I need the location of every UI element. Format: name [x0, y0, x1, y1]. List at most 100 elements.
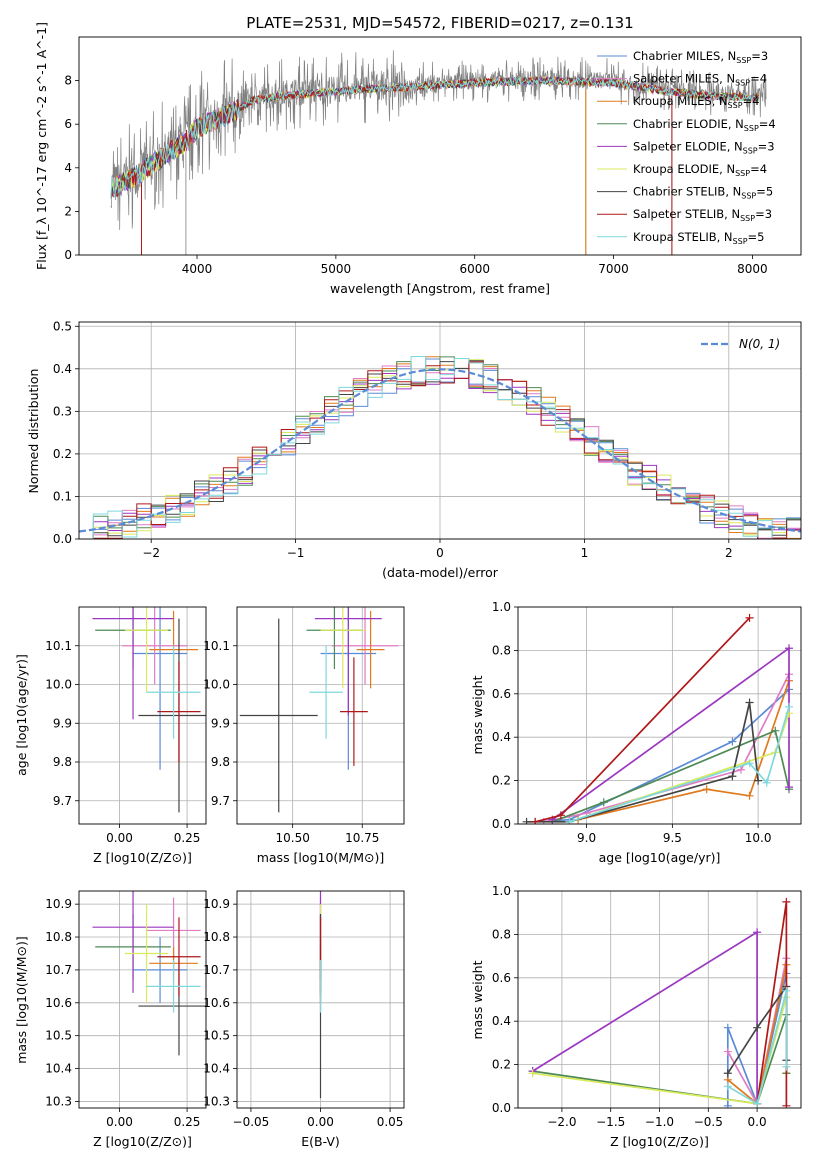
legend-label: Kroupa STELIB, NSSP=5: [633, 230, 764, 246]
tick-label-x: −1: [287, 546, 305, 560]
legend-label-suffix: =4: [759, 117, 776, 131]
tick-label-x: 4000: [182, 262, 213, 276]
tick-label-y: 0.4: [492, 1014, 511, 1028]
tick-label-y: 0.2: [53, 447, 72, 461]
tick-label-x: 2: [725, 546, 733, 560]
tick-label-x: −2.0: [547, 1115, 576, 1129]
legend-label-text: Chabrier ELODIE, N: [633, 117, 744, 131]
weight-point-marker: [745, 759, 754, 768]
y-axis-label: mass weight: [470, 675, 485, 754]
weight-point-marker: [753, 928, 762, 937]
legend-label-text: Kroupa ELODIE, N: [633, 162, 735, 176]
legend-label-sub: SSP: [735, 79, 750, 88]
legend-label: Kroupa MILES, NSSP=4: [633, 94, 759, 110]
tick-label-y: 10.5: [203, 1029, 230, 1043]
weight-point-marker: [736, 765, 745, 774]
tick-label-y: 10.1: [203, 639, 230, 653]
tick-label-x: 10.75: [345, 831, 379, 845]
weight-point-marker: [771, 726, 780, 735]
axes-frame: [78, 606, 207, 825]
tick-label-x: −0.5: [694, 1115, 723, 1129]
tick-label-x: 0.00: [307, 1115, 334, 1129]
tick-label-y: 10.7: [203, 963, 230, 977]
weight-point-marker: [723, 1047, 732, 1056]
tick-label-x: 0.0: [748, 1115, 767, 1129]
weight-point-marker: [754, 776, 763, 785]
y-axis-label: Normed distribution: [26, 369, 41, 494]
panel-age-vs-mass: 10.50 10.75 9.7 9.8 9.9 10.0 10.1 mass [log10(M…: [203, 606, 405, 865]
tick-label-y: 0.8: [492, 643, 511, 657]
axes-frame: [78, 36, 802, 256]
legend-label-sub: SSP: [736, 56, 751, 65]
tick-label-x: −1.5: [596, 1115, 625, 1129]
legend-label: Chabrier MILES, NSSP=3: [633, 49, 768, 65]
x-axis-label: mass [log10(M/M⊙)]: [257, 850, 385, 865]
plot-area-age-vs-Z: [92, 607, 206, 813]
legend-label: Salpeter MILES, NSSP=4: [633, 72, 767, 88]
tick-label-y: 9.9: [211, 716, 230, 730]
axes-frame: [517, 890, 802, 1109]
plot-area-age-vs-mass: [239, 607, 399, 813]
y-axis-label: mass [log10(M/M⊙)]: [14, 936, 29, 1064]
legend-label-text: Kroupa STELIB, N: [633, 230, 733, 244]
panel-spectrum: 4000 5000 6000 7000 8000 0 2 4 6 8 wavelength [Ang…: [34, 22, 802, 296]
tick-label-y: 0.0: [492, 817, 511, 831]
tick-label-y: 0.2: [492, 774, 511, 788]
tick-label-x: −1.0: [645, 1115, 674, 1129]
axes-frame: [78, 890, 207, 1109]
legend-label-suffix: =3: [751, 49, 768, 63]
weight-point-marker: [784, 783, 793, 792]
weight-series-line: [577, 680, 790, 821]
tick-label-y: 0.4: [492, 730, 511, 744]
data-spectrum-line: [110, 50, 767, 231]
tick-label-x: 7000: [598, 262, 629, 276]
tick-label-y: 0.3: [53, 404, 72, 418]
legend-label-sub: SSP: [741, 192, 756, 201]
legend-label-text: Salpeter MILES, N: [633, 72, 735, 86]
legend-label-sub: SSP: [743, 146, 758, 155]
weight-point-marker: [745, 698, 754, 707]
model-spectrum-line: [110, 76, 759, 199]
tick-label-y: 4: [64, 161, 72, 175]
weight-point-marker: [565, 817, 574, 824]
gaussian-curve: [79, 368, 801, 533]
legend-label-text: Salpeter ELODIE, N: [633, 139, 743, 153]
x-axis-label: Z [log10(Z/Z⊙)]: [93, 850, 192, 865]
tick-label-y: 10.1: [45, 639, 72, 653]
tick-label-x: 8000: [737, 262, 768, 276]
y-axis-label: Flux [f_λ 10^-17 erg cm^-2 s^-1 A^-1]: [34, 22, 49, 270]
tick-label-y: 6: [64, 117, 72, 131]
tick-label-y: 10.3: [45, 1094, 72, 1108]
plot-area-weight-vs-age: [522, 613, 793, 824]
tick-label-y: 9.8: [211, 755, 230, 769]
tick-label-y: 10.7: [45, 963, 72, 977]
panels: 4000 5000 6000 7000 8000 0 2 4 6 8 wavelength [Ang…: [14, 22, 802, 1149]
weight-point-marker: [531, 817, 540, 824]
tick-label-y: 0.1: [53, 489, 72, 503]
weight-point-marker: [728, 737, 737, 746]
tick-label-x: 1: [581, 546, 589, 560]
tick-label-x: 0.00: [106, 831, 133, 845]
tick-label-y: 9.8: [53, 755, 72, 769]
tick-label-x: 0.25: [174, 1115, 201, 1129]
tick-label-x: 0.05: [377, 1115, 404, 1129]
panel-mass-vs-Z: 0.00 0.25 10.3 10.4 10.5 10.6 10.7 10.8 10.9 Z [l…: [14, 890, 207, 1149]
weight-point-marker: [753, 1099, 762, 1108]
tick-label-y: 2: [64, 204, 72, 218]
weight-point-marker: [728, 772, 737, 781]
weight-point-marker: [784, 644, 793, 653]
weight-point-marker: [753, 1023, 762, 1032]
legend-label-text: Chabrier MILES, N: [633, 49, 736, 63]
tick-label-y: 9.9: [53, 716, 72, 730]
weight-point-marker: [782, 1101, 791, 1108]
tick-label-x: −2: [142, 546, 160, 560]
panel-age-vs-Z: 0.00 0.25 9.7 9.8 9.9 10.0 10.1 Z [log10(Z/Z⊙)]…: [14, 606, 207, 865]
weight-point-marker: [723, 1069, 732, 1078]
panel-weight-vs-age: 9.0 9.5 10.0 0.0 0.2 0.4 0.6 0.8 1.0 age [log10(a…: [470, 600, 802, 865]
weight-series-line: [551, 729, 790, 823]
weight-point-marker: [599, 798, 608, 807]
tick-label-y: 10.3: [203, 1094, 230, 1108]
x-axis-label: Z [log10(Z/Z⊙)]: [610, 1134, 709, 1149]
tick-label-y: 0.0: [53, 532, 72, 546]
tick-label-y: 0.5: [53, 319, 72, 333]
